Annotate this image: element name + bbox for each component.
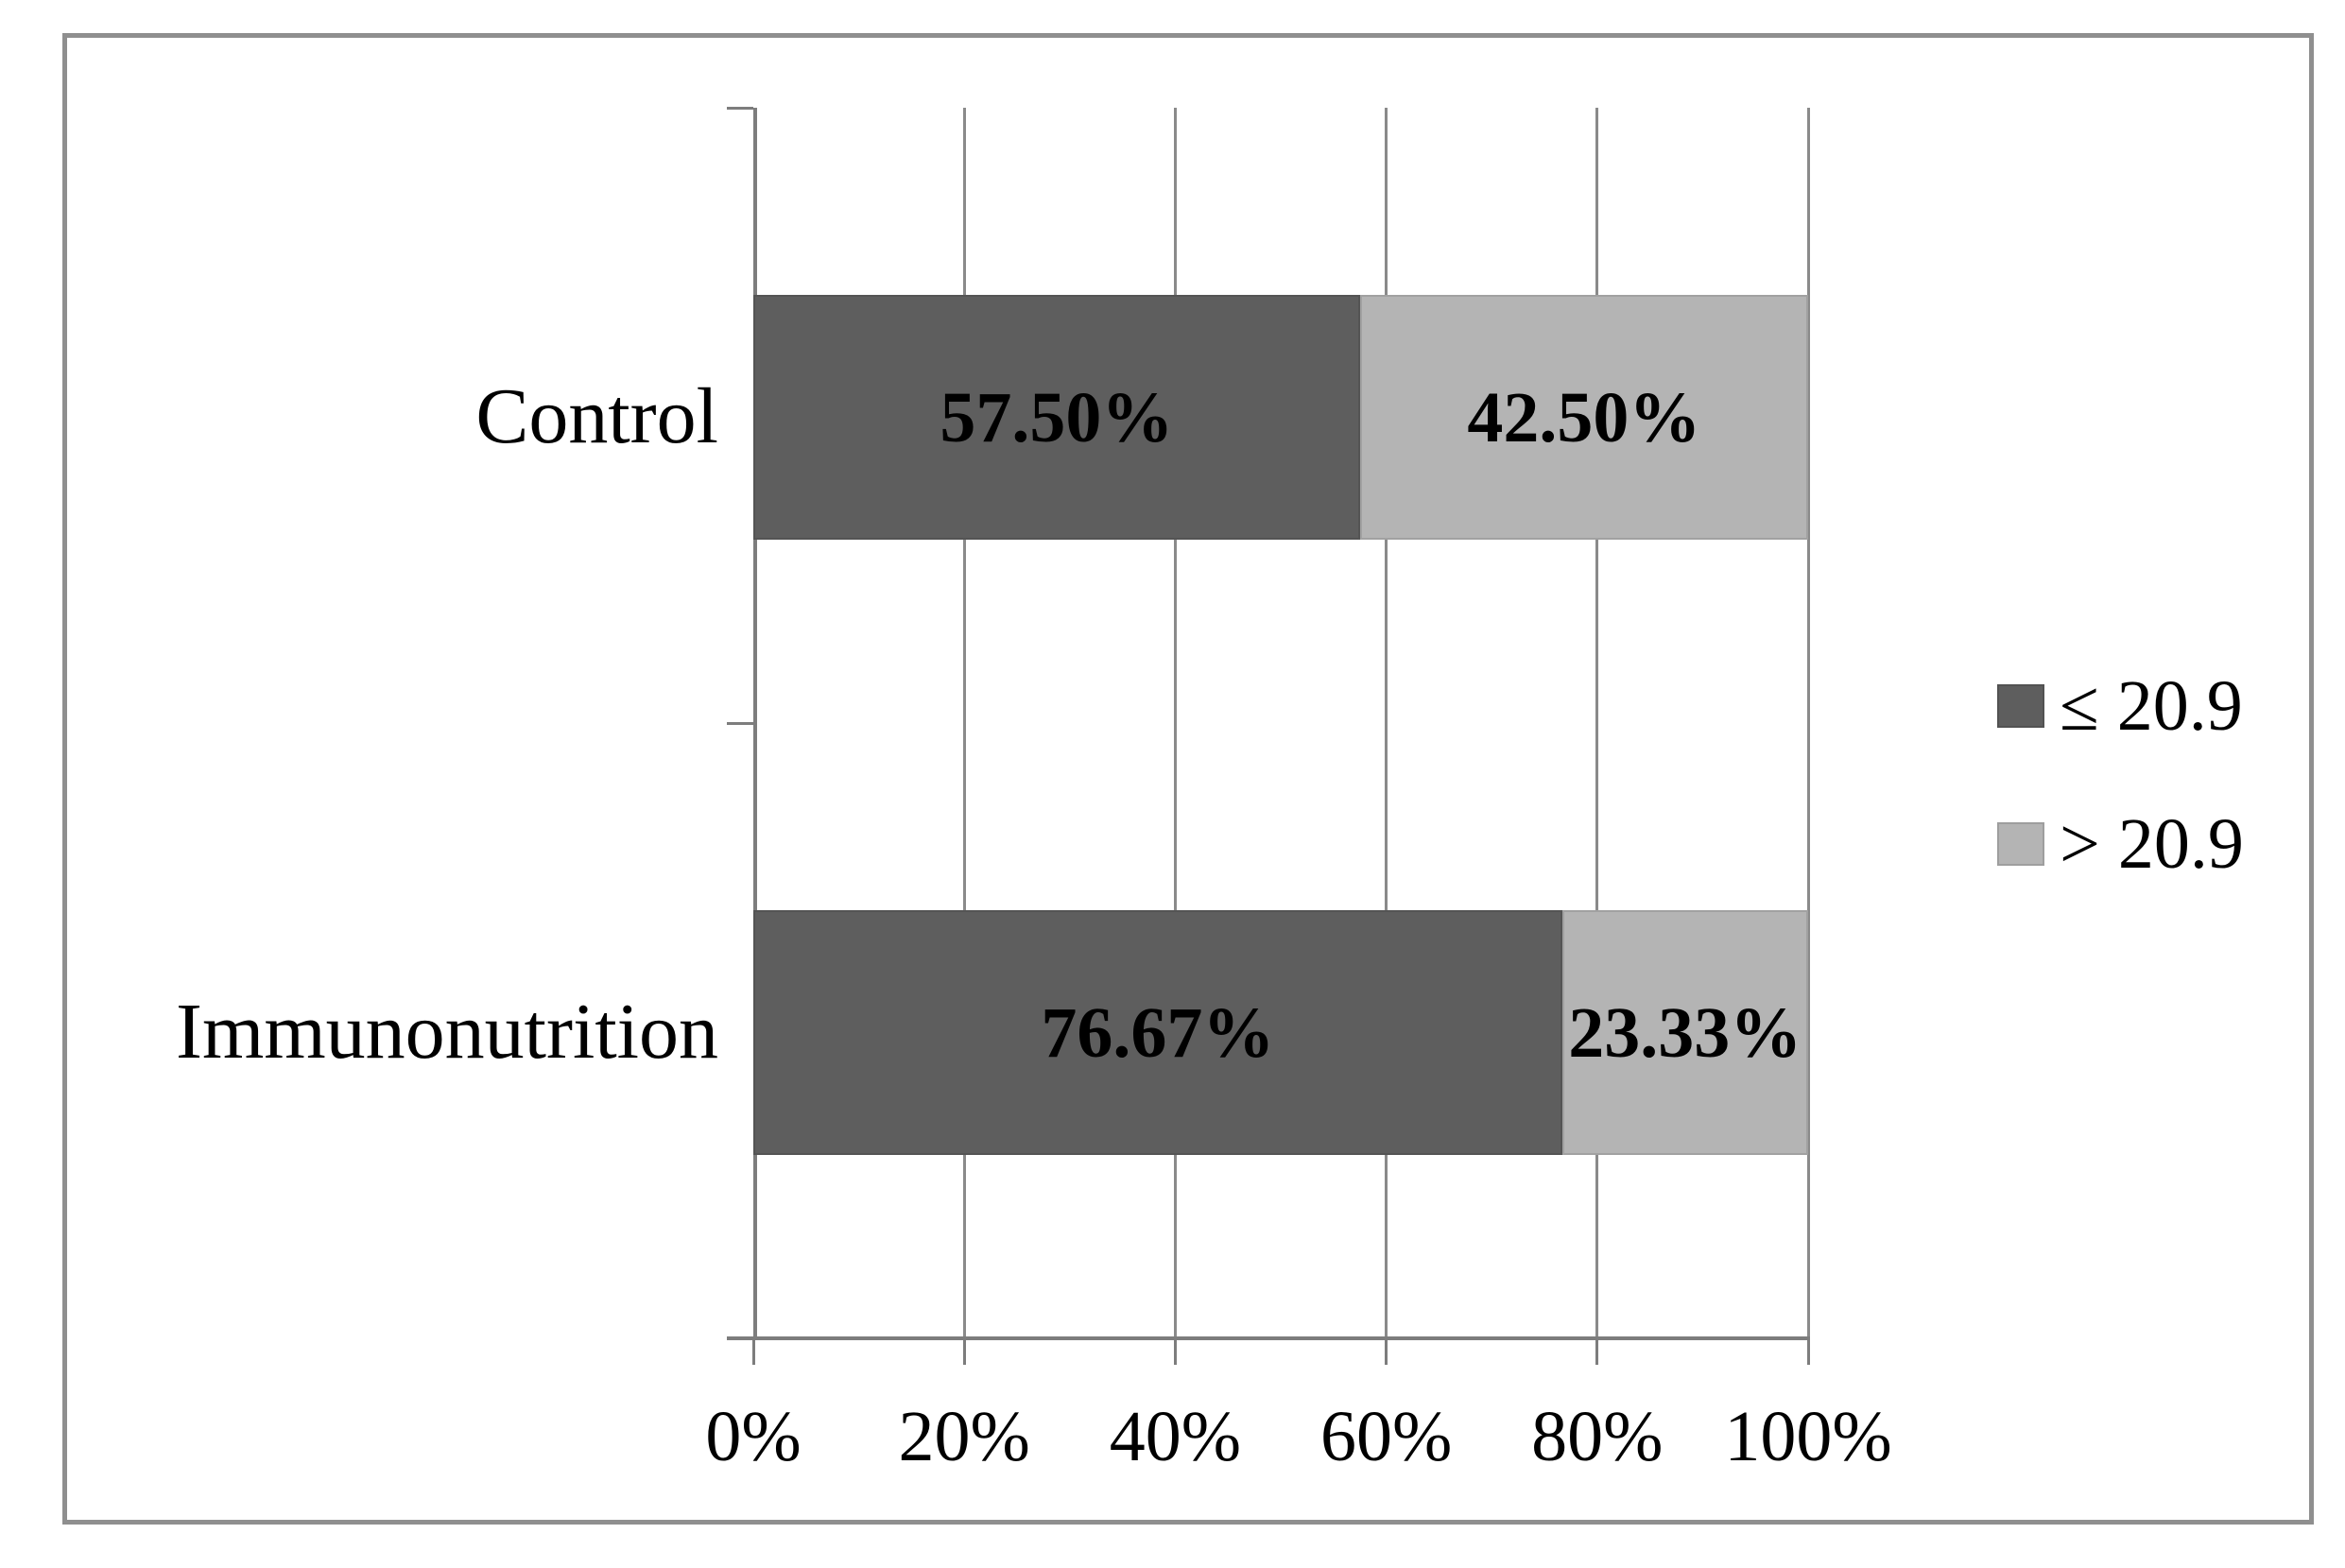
legend-entry-gt-20-9: > 20.9: [1997, 800, 2244, 888]
gridline-80: [1595, 108, 1599, 1338]
x-axis-line: [727, 1336, 1810, 1340]
bar-segment-light-control: 42.50%: [1359, 295, 1808, 540]
y-axis-line: [753, 108, 757, 1338]
legend-swatch-dark: [1997, 684, 2044, 728]
bar-row-control: 57.50% 42.50%: [753, 295, 1808, 540]
chart-outer-frame: [62, 33, 2314, 1525]
gridline-40: [1173, 108, 1177, 1338]
x-axis-tick-label-100: 100%: [1724, 1397, 1892, 1476]
legend-swatch-light: [1997, 822, 2044, 866]
x-axis-tick-label-20: 20%: [898, 1397, 1030, 1476]
bar-value-label: 23.33%: [1568, 992, 1802, 1073]
bar-segment-light-immunonutrition: 23.33%: [1561, 910, 1808, 1155]
legend-label: > 20.9: [2060, 804, 2244, 884]
legend-label: ≤ 20.9: [2060, 666, 2243, 746]
legend: ≤ 20.9 > 20.9: [1997, 662, 2244, 888]
y-axis-tick-mark-1: [727, 721, 753, 725]
x-axis-tick-label-80: 80%: [1531, 1397, 1664, 1476]
x-axis-tick-mark-80: [1595, 1338, 1599, 1365]
bar-value-label: 42.50%: [1467, 377, 1701, 457]
plot-area: 57.50% 42.50% 76.67% 23.33%: [753, 108, 1810, 1338]
bar-value-label: 57.50%: [940, 377, 1174, 457]
bar-segment-dark-immunonutrition: 76.67%: [753, 910, 1562, 1155]
x-axis-tick-mark-0: [751, 1338, 755, 1365]
gridline-60: [1385, 108, 1388, 1338]
gridline-100: [1806, 108, 1810, 1338]
legend-entry-le-20-9: ≤ 20.9: [1997, 662, 2244, 750]
y-axis-tick-mark-0: [727, 106, 753, 110]
x-axis-tick-label-40: 40%: [1109, 1397, 1242, 1476]
x-axis-tick-label-0: 0%: [705, 1397, 802, 1476]
x-axis-tick-mark-20: [962, 1338, 966, 1365]
gridline-20: [962, 108, 966, 1338]
bar-value-label: 76.67%: [1041, 992, 1275, 1073]
category-label-immunonutrition: Immunonutrition: [176, 988, 718, 1076]
bar-row-immunonutrition: 76.67% 23.33%: [753, 910, 1808, 1155]
x-axis-tick-mark-60: [1385, 1338, 1388, 1365]
x-axis-tick-mark-100: [1806, 1338, 1810, 1365]
x-axis-tick-mark-40: [1173, 1338, 1177, 1365]
bar-segment-dark-control: 57.50%: [753, 295, 1360, 540]
category-label-control: Control: [475, 372, 718, 460]
x-axis-tick-label-60: 60%: [1319, 1397, 1453, 1476]
